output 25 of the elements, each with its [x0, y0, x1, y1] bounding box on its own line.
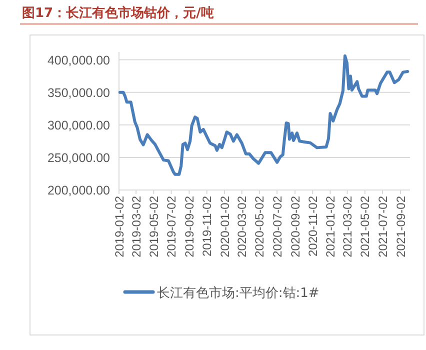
y-tick-label: 250,000.00	[47, 150, 110, 165]
x-tick-label: 2020-07-02	[270, 196, 284, 258]
y-tick-label: 300,000.00	[47, 118, 110, 132]
title: 图17：长江有色市场钴价，元/吨	[22, 6, 214, 21]
x-tick-label: 2019-01-02	[112, 196, 126, 258]
line-series	[118, 54, 410, 176]
x-tick-label: 2019-07-02	[164, 196, 179, 258]
x-tick-label: 2020-03-02	[235, 196, 250, 258]
x-tick-label: 2021-09-02	[394, 196, 408, 258]
x-tick-label: 2019-09-02	[182, 196, 197, 258]
y-tick-label: 400,000.00	[47, 53, 110, 68]
y-tick-label: 350,000.00	[47, 86, 110, 100]
y-tick-label: 200,000.00	[47, 184, 110, 198]
x-tick-label: 2020-01-02	[218, 196, 232, 258]
x-tick-label: 2021-07-02	[376, 196, 390, 258]
x-tick-label: 2021-03-02	[340, 196, 355, 258]
x-tick-label: 2020-11-02	[306, 196, 320, 256]
x-tick-label: 2021-01-02	[324, 196, 338, 258]
x-tick-label: 2021-05-02	[358, 196, 372, 258]
x-tick-label: 2019-03-02	[129, 196, 144, 258]
x-tick-label: 2019-05-02	[146, 196, 161, 258]
x-tick-label: 2020-09-02	[288, 196, 302, 258]
x-tick-label: 2019-11-02	[200, 196, 214, 256]
legend-label: 长江有色市场:平均价:钴:1#	[157, 286, 320, 301]
x-tick-label: 2020-05-02	[252, 196, 267, 258]
